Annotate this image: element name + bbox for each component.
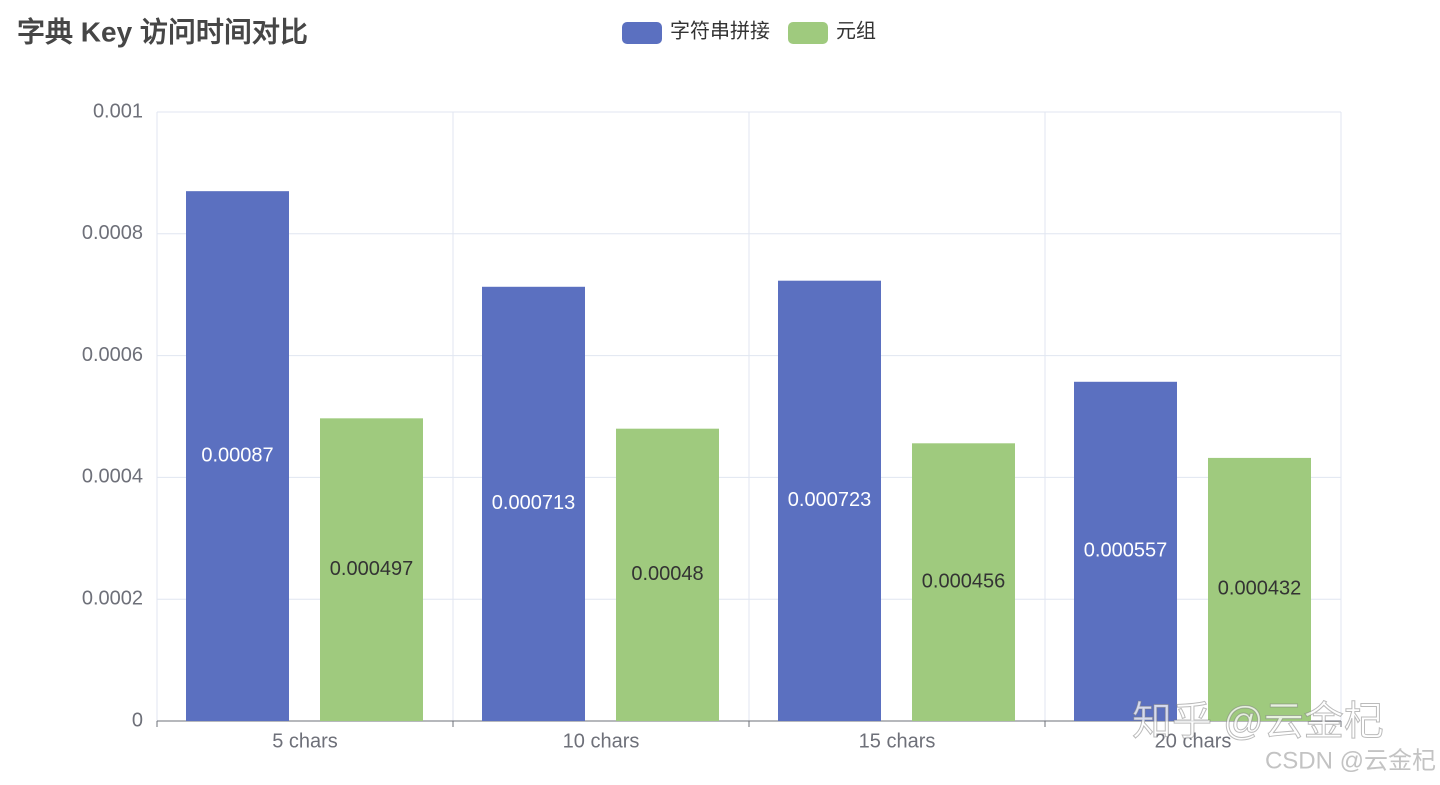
legend: 字符串拼接 元组 — [622, 19, 876, 44]
value-label: 0.000557 — [1084, 540, 1167, 562]
y-tick-label: 0.001 — [93, 100, 143, 122]
value-label: 0.00087 — [201, 444, 273, 466]
value-label: 0.00048 — [631, 563, 703, 585]
watermark: CSDN @云金杞 — [1265, 747, 1436, 774]
bar — [320, 418, 423, 721]
bar — [1208, 457, 1311, 721]
legend-swatch — [622, 22, 662, 44]
bar — [186, 191, 289, 722]
y-tick-label: 0.0008 — [82, 222, 143, 244]
x-tick-label: 10 chars — [563, 730, 640, 752]
value-label: 0.000497 — [330, 558, 413, 580]
value-label: 0.000713 — [492, 492, 575, 514]
value-label: 0.000723 — [788, 489, 871, 511]
x-tick-label: 15 chars — [859, 730, 936, 752]
y-tick-label: 0.0006 — [82, 344, 143, 366]
chart-title: 字典 Key 访问时间对比 — [17, 15, 308, 47]
bar — [1074, 381, 1177, 721]
bar — [912, 443, 1015, 721]
value-label: 0.000432 — [1218, 578, 1301, 600]
value-label: 0.000456 — [922, 570, 1005, 592]
legend-swatch — [788, 22, 828, 44]
y-tick-label: 0.0002 — [82, 587, 143, 609]
x-tick-label: 20 chars — [1155, 730, 1232, 752]
y-tick-label: 0.0004 — [82, 466, 143, 488]
bar — [482, 286, 585, 721]
x-tick-label: 5 chars — [272, 730, 338, 752]
legend-label: 元组 — [836, 19, 876, 42]
watermark: 知乎 @云金杞 — [1132, 700, 1384, 744]
y-tick-label: 0 — [132, 709, 143, 731]
legend-label: 字符串拼接 — [670, 19, 770, 42]
bar — [778, 280, 881, 721]
bar — [616, 428, 719, 721]
